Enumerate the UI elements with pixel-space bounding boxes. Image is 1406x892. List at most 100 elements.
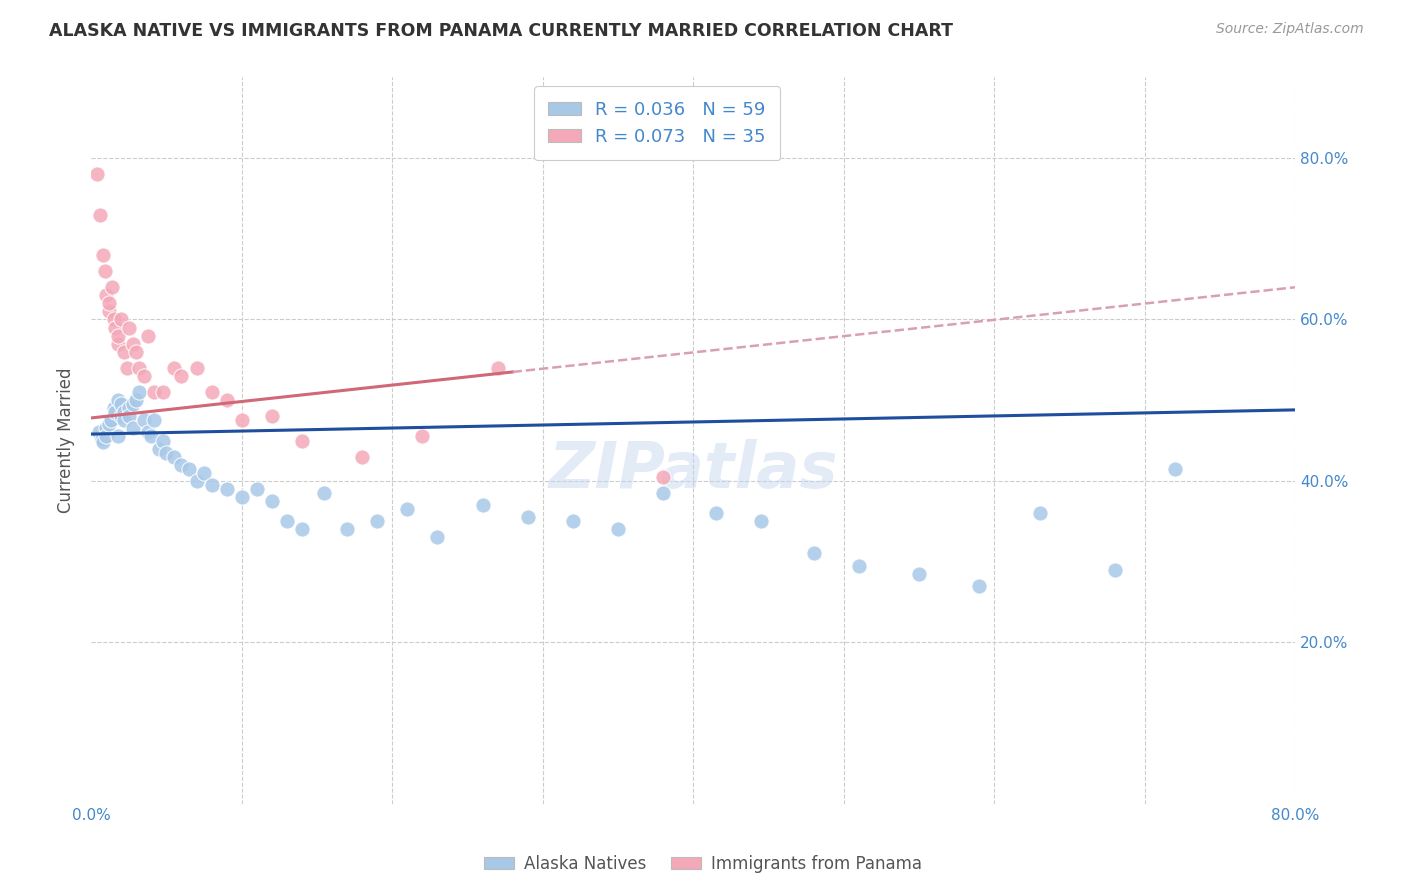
Point [1164,462,1187,476]
Point [352,450,374,464]
Point [803,547,825,561]
Point [98,417,121,432]
Point [1028,506,1050,520]
Point [704,506,727,520]
Text: ZIPatlas: ZIPatlas [548,439,838,500]
Point [104,320,127,334]
Point [132,413,155,427]
Text: ALASKA NATIVE VS IMMIGRANTS FROM PANAMA CURRENTLY MARRIED CORRELATION CHART: ALASKA NATIVE VS IMMIGRANTS FROM PANAMA … [49,22,953,40]
Point [969,579,991,593]
Point [117,360,139,375]
Point [170,458,193,472]
Point [103,401,125,416]
Point [141,429,163,443]
Point [426,530,449,544]
Legend: R = 0.036   N = 59, R = 0.073   N = 35: R = 0.036 N = 59, R = 0.073 N = 35 [534,87,780,161]
Point [91,435,114,450]
Point [103,312,125,326]
Point [112,405,135,419]
Point [122,421,145,435]
Legend: Alaska Natives, Immigrants from Panama: Alaska Natives, Immigrants from Panama [477,848,929,880]
Point [186,474,208,488]
Point [186,360,208,375]
Point [87,425,110,440]
Point [122,397,145,411]
Point [848,558,870,573]
Point [163,450,186,464]
Point [125,393,148,408]
Point [143,413,166,427]
Point [143,385,166,400]
Point [1104,563,1126,577]
Point [396,502,419,516]
Point [291,434,314,448]
Point [231,413,253,427]
Point [89,208,111,222]
Point [152,434,174,448]
Point [125,344,148,359]
Point [215,482,238,496]
Point [336,522,359,536]
Point [260,409,283,424]
Point [749,514,772,528]
Point [96,288,118,302]
Point [652,486,675,500]
Point [107,328,129,343]
Point [128,385,150,400]
Point [90,432,112,446]
Point [107,336,129,351]
Point [607,522,630,536]
Point [215,393,238,408]
Point [86,167,108,181]
Point [118,320,141,334]
Point [112,413,135,427]
Point [93,264,115,278]
Point [516,510,538,524]
Point [104,405,127,419]
Point [96,421,118,435]
Point [100,413,122,427]
Point [177,462,200,476]
Point [148,442,170,456]
Point [193,466,215,480]
Point [561,514,583,528]
Point [170,369,193,384]
Point [366,514,388,528]
Point [314,486,336,500]
Point [112,344,135,359]
Point [260,494,283,508]
Point [200,385,222,400]
Point [128,360,150,375]
Point [96,429,118,443]
Point [122,336,145,351]
Point [98,304,121,318]
Point [246,482,269,496]
Point [118,401,141,416]
Point [138,425,160,440]
Point [486,360,509,375]
Point [652,470,675,484]
Y-axis label: Currently Married: Currently Married [58,368,75,513]
Point [291,522,314,536]
Point [138,328,160,343]
Point [152,385,174,400]
Point [107,429,129,443]
Text: Source: ZipAtlas.com: Source: ZipAtlas.com [1216,22,1364,37]
Point [155,445,177,459]
Point [118,409,141,424]
Point [276,514,298,528]
Point [200,478,222,492]
Point [411,429,433,443]
Point [101,280,124,294]
Point [471,498,494,512]
Point [110,312,132,326]
Point [908,566,931,581]
Point [163,360,186,375]
Point [132,369,155,384]
Point [98,296,121,310]
Point [110,397,132,411]
Point [231,490,253,504]
Point [110,409,132,424]
Point [107,393,129,408]
Point [91,248,114,262]
